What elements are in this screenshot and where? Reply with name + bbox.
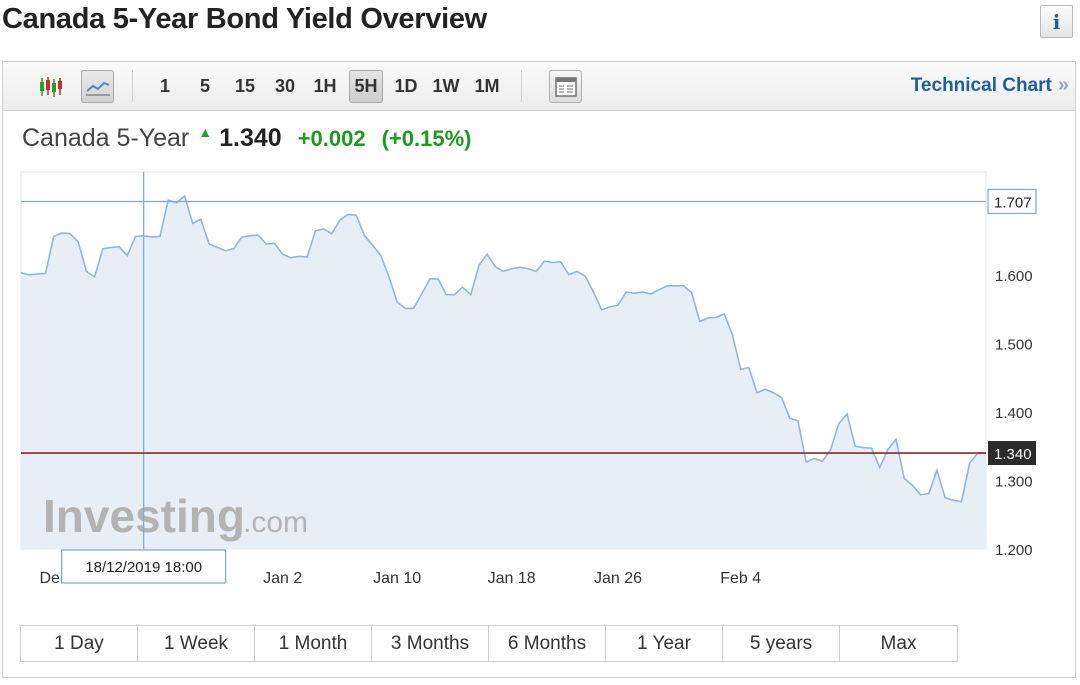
interval-1[interactable]: 1: [159, 76, 170, 96]
y-tick-label-4: 1.600: [995, 268, 1033, 285]
range-5-years[interactable]: 5 years: [723, 626, 840, 661]
range-1-year[interactable]: 1 Year: [606, 626, 723, 661]
page-title: Canada 5-Year Bond Yield Overview: [2, 3, 487, 35]
crosshair-value-box: [987, 188, 1037, 215]
y-tick-label-1: 1.300: [995, 473, 1033, 490]
quote-row: Canada 5-Year ▲ 1.340 +0.002 (+0.15%): [22, 124, 471, 156]
technical-chart-label: Technical Chart: [910, 74, 1052, 96]
y-tick-label-2: 1.400: [995, 405, 1033, 422]
series-line: [20, 194, 986, 503]
interval-1d[interactable]: 1D: [394, 76, 418, 96]
interval-1h[interactable]: 1H: [313, 76, 337, 96]
x-tick-label-4: Jan 26: [594, 570, 642, 587]
crosshair-date-box: [61, 549, 227, 584]
y-tick-label-0: 1.200: [995, 542, 1033, 559]
chart-widget: 1 5 15 30 1H 5H 1D 1W 1M Technical Chart…: [2, 61, 1076, 678]
y-tick-label-3: 1.500: [995, 336, 1033, 353]
watermark-suffix: .com: [243, 506, 308, 539]
x-tick-label-0: Dec: [39, 570, 67, 587]
series-area-fill: [21, 196, 986, 549]
x-tick-label-1: Jan 2: [263, 570, 302, 587]
chart-reference-lines: [21, 172, 986, 549]
interval-5h[interactable]: 5H: [349, 70, 383, 103]
interval-5[interactable]: 5: [199, 76, 210, 96]
last-price: 1.340: [219, 124, 282, 152]
chart-toolbar: 1 5 15 30 1H 5H 1D 1W 1M Technical Chart…: [3, 62, 1075, 111]
price-change-percent: (+0.15%): [381, 126, 472, 151]
range-max[interactable]: Max: [840, 626, 957, 661]
x-tick-label-2: Jan 10: [373, 570, 421, 587]
chart-area: [20, 194, 986, 549]
technical-chart-link[interactable]: Technical Chart »: [911, 74, 1069, 97]
crosshair-date-label: 18/12/2019 18:00: [85, 559, 202, 576]
price-chart[interactable]: Investing .com 1.2001.3001.4001.5001.600…: [3, 62, 1077, 602]
chevron-right-icon: »: [1057, 74, 1069, 96]
info-button[interactable]: i: [1040, 5, 1073, 38]
instrument-name: Canada 5-Year: [22, 124, 190, 152]
window-icon[interactable]: [549, 70, 582, 103]
interval-1m[interactable]: 1M: [474, 76, 500, 96]
last-price-label: 1.340: [994, 446, 1032, 463]
chart-axes: 1.200 1.300 1.400 1.500 1.600 1.707 1.340 Dec Ja…: [39, 188, 1037, 587]
interval-30[interactable]: 30: [274, 76, 296, 96]
info-icon: i: [1052, 9, 1061, 34]
up-arrow-icon: ▲: [198, 124, 213, 140]
line-chart-icon[interactable]: [81, 70, 114, 103]
range-6-months[interactable]: 6 Months: [489, 626, 606, 661]
interval-1w[interactable]: 1W: [432, 76, 460, 96]
last-price-box: [988, 441, 1036, 466]
candlestick-icon[interactable]: [34, 70, 67, 103]
range-1-week[interactable]: 1 Week: [138, 626, 255, 661]
range-1-month[interactable]: 1 Month: [255, 626, 372, 661]
price-change: +0.002: [297, 126, 366, 151]
crosshair-value-label: 1.707: [994, 194, 1032, 211]
interval-15[interactable]: 15: [234, 76, 256, 96]
range-3-months[interactable]: 3 Months: [372, 626, 489, 661]
range-1-day[interactable]: 1 Day: [21, 626, 138, 661]
range-selector: 1 Day 1 Week 1 Month 3 Months 6 Months 1…: [20, 625, 958, 662]
x-tick-label-3: Jan 18: [488, 570, 536, 587]
x-tick-label-5: Feb 4: [720, 570, 761, 587]
